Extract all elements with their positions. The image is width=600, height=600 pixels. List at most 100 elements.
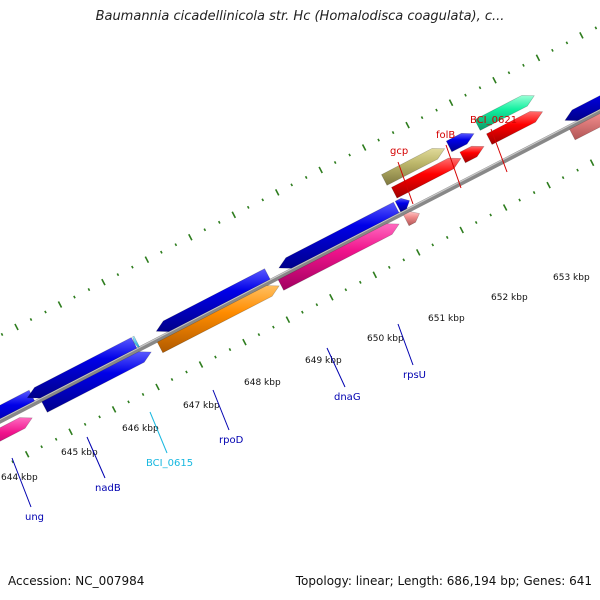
label-leader-line xyxy=(86,436,106,479)
gene-arrow-blue xyxy=(155,268,271,332)
tick-lower xyxy=(198,361,204,368)
tick-label: 650 kbp xyxy=(367,334,404,344)
tick-upper xyxy=(318,166,323,174)
tick-upper xyxy=(160,250,163,254)
tick-lower xyxy=(546,181,551,189)
tick-upper xyxy=(0,332,4,336)
tick-upper xyxy=(290,183,294,187)
gene-arrow-blue xyxy=(564,95,600,121)
tick-upper xyxy=(188,233,193,241)
tick-upper xyxy=(435,108,438,112)
tick-upper xyxy=(217,220,221,224)
tick-upper xyxy=(579,32,584,39)
tick-upper xyxy=(507,71,511,75)
tick-upper xyxy=(551,48,554,52)
tick-lower xyxy=(576,168,579,172)
tick-upper xyxy=(29,317,33,322)
tick-upper xyxy=(565,41,569,45)
tick-lower xyxy=(185,370,188,374)
tick-lower xyxy=(474,220,478,225)
tick-upper xyxy=(101,278,106,286)
tick-lower xyxy=(68,428,73,436)
gene-arrow-blue xyxy=(41,351,152,413)
gene-arrow-red xyxy=(459,145,485,164)
tick-upper xyxy=(246,205,250,209)
gene-arrow-orange xyxy=(156,285,280,354)
gene-label: rpsU xyxy=(403,370,426,381)
tick-label: 645 kbp xyxy=(61,448,98,458)
tick-lower xyxy=(285,316,291,324)
tick-lower xyxy=(329,293,334,301)
tick-upper xyxy=(304,175,308,179)
accession-text: Accession: NC_007984 xyxy=(8,574,145,588)
tick-lower xyxy=(98,415,101,419)
tick-upper xyxy=(478,86,482,90)
gene-features xyxy=(0,95,600,442)
gene-arrow-blue xyxy=(26,337,138,399)
label-leader-line xyxy=(397,323,414,366)
topology-summary: Topology: linear; Length: 686,194 bp; Ge… xyxy=(295,574,592,588)
gene-label: dnaG xyxy=(334,392,361,403)
tick-lower xyxy=(402,258,406,262)
gene-label: ung xyxy=(25,512,44,523)
gene-label: nadB xyxy=(95,483,121,494)
tick-lower xyxy=(315,303,319,307)
gene-arrow-olive xyxy=(381,148,446,186)
tick-lower xyxy=(372,271,378,279)
gene-arrow-blue xyxy=(445,132,475,153)
tick-lower xyxy=(155,383,160,391)
backbone-line xyxy=(0,108,600,424)
tick-upper xyxy=(348,153,351,157)
tick-lower xyxy=(459,226,464,234)
tick-lower xyxy=(445,235,449,239)
tick-lower xyxy=(228,348,232,352)
label-leader-line xyxy=(490,128,508,173)
map-title: Baumannia cicadellinicola str. Hc (Homal… xyxy=(95,9,505,24)
tick-upper xyxy=(274,188,280,196)
gene-label: gcp xyxy=(390,146,408,157)
tick-label: 647 kbp xyxy=(183,401,220,411)
tick-lower xyxy=(214,355,217,359)
tick-upper xyxy=(361,144,367,151)
tick-upper xyxy=(492,76,497,84)
tick-marks xyxy=(0,26,598,464)
gene-arrow-pink xyxy=(277,223,400,291)
tick-lower xyxy=(54,437,58,441)
gene-label: BCI_0615 xyxy=(146,458,193,469)
tick-upper xyxy=(231,211,237,219)
tick-upper xyxy=(535,54,541,62)
gene-arrow-salmon xyxy=(569,113,600,141)
tick-lower xyxy=(111,405,117,413)
tick-lower xyxy=(141,392,145,396)
tick-lower xyxy=(589,159,595,167)
tick-upper xyxy=(594,26,598,30)
gene-arrow-blue xyxy=(394,197,410,213)
tick-upper xyxy=(44,310,47,314)
tick-lower xyxy=(272,325,275,329)
tick-lower xyxy=(127,400,130,404)
label-leader-line xyxy=(397,161,414,205)
tick-lower xyxy=(344,288,348,292)
tick-lower xyxy=(11,460,14,464)
tick-upper xyxy=(14,323,19,331)
gene-arrow-blue xyxy=(278,201,400,269)
tick-upper xyxy=(57,301,63,308)
tick-label: 651 kbp xyxy=(428,314,465,324)
tick-upper xyxy=(131,265,134,269)
tick-lower xyxy=(170,377,174,382)
tick-lower xyxy=(431,243,435,247)
tick-upper xyxy=(405,121,410,129)
tick-lower xyxy=(502,204,508,211)
tick-lower xyxy=(40,445,43,449)
tick-lower xyxy=(518,198,521,202)
gene-arrow-green xyxy=(474,95,535,131)
tick-label: 653 kbp xyxy=(553,273,590,283)
tick-label: 652 kbp xyxy=(491,293,528,303)
gene-arrow-cyan xyxy=(132,335,140,348)
tick-upper xyxy=(73,295,76,299)
gene-label: rpoD xyxy=(219,435,244,446)
tick-upper xyxy=(174,243,178,247)
tick-upper xyxy=(333,160,337,165)
tick-upper xyxy=(377,138,380,142)
